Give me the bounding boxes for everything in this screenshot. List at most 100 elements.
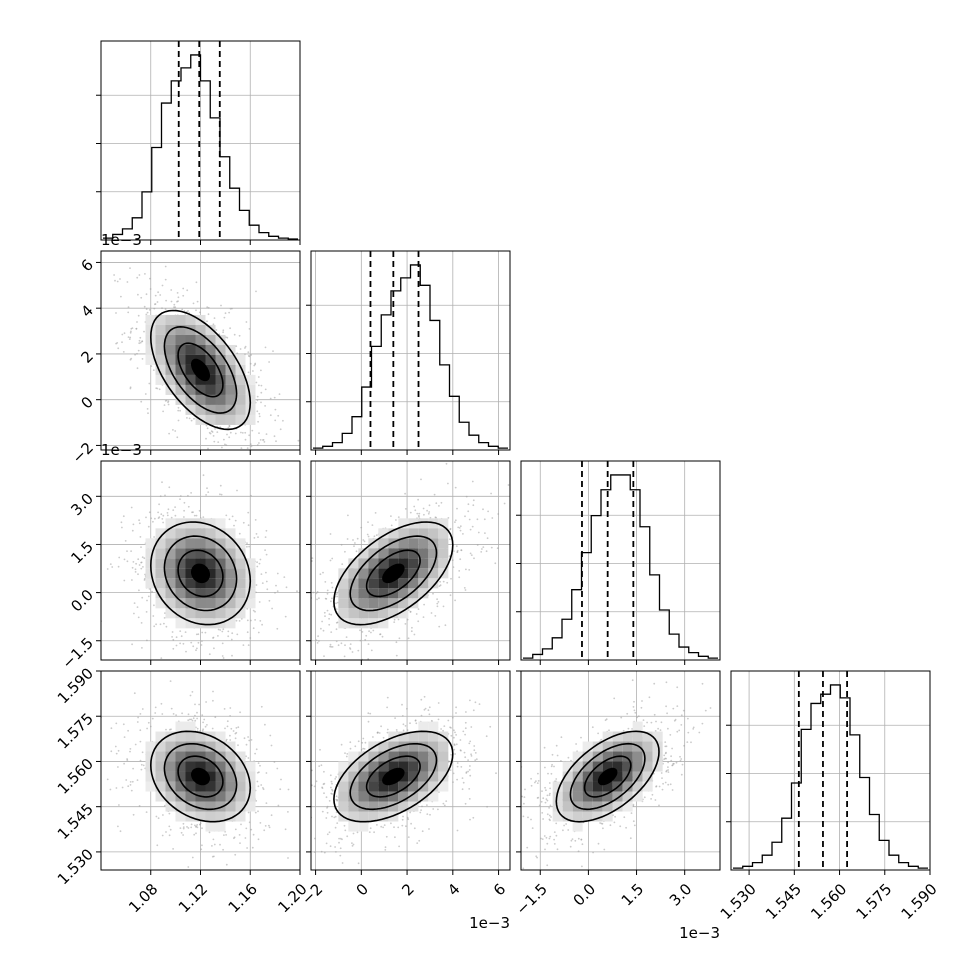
sample-point xyxy=(410,822,412,825)
sample-point xyxy=(230,727,233,730)
sample-point xyxy=(199,822,202,824)
sample-point xyxy=(246,847,249,849)
sample-point xyxy=(340,543,343,546)
density-cell xyxy=(155,548,166,559)
sample-point xyxy=(123,558,126,561)
density-cell xyxy=(205,598,216,609)
sample-point xyxy=(219,484,222,487)
sample-point xyxy=(453,736,455,739)
sample-point xyxy=(121,786,124,789)
sample-point xyxy=(438,505,440,507)
sample-point xyxy=(255,748,258,751)
sample-point xyxy=(305,568,307,570)
sample-point xyxy=(206,320,208,323)
y-tick-label: 1.545 xyxy=(54,800,97,843)
panel-content xyxy=(99,671,300,870)
sample-point xyxy=(459,739,462,741)
density-cell xyxy=(195,538,206,549)
sample-point xyxy=(411,626,413,629)
sample-point xyxy=(465,495,468,498)
sample-point xyxy=(249,443,252,445)
density-cell xyxy=(205,821,216,832)
density-cell xyxy=(245,404,256,415)
sample-point xyxy=(460,549,463,552)
sample-point xyxy=(222,329,225,332)
sample-point xyxy=(309,619,311,621)
sample-point xyxy=(217,635,219,637)
sample-point xyxy=(224,312,227,315)
sample-point xyxy=(163,617,166,619)
sample-point xyxy=(240,447,243,449)
sample-point xyxy=(133,612,135,615)
sample-point xyxy=(368,630,370,633)
sample-point xyxy=(372,629,375,632)
sample-point xyxy=(473,745,476,747)
sample-point xyxy=(285,586,288,589)
density-cell xyxy=(225,414,236,425)
sample-point xyxy=(240,431,242,434)
sample-point xyxy=(174,306,177,309)
sample-point xyxy=(236,489,238,492)
sample-point xyxy=(207,306,210,309)
sample-point xyxy=(245,500,247,502)
density-cell xyxy=(175,558,186,569)
density-cell xyxy=(165,334,176,345)
density-cell xyxy=(205,751,216,762)
sample-point xyxy=(187,719,190,722)
y-tick-label: 2 xyxy=(78,347,97,366)
sample-point xyxy=(113,274,115,276)
sample-point xyxy=(367,521,369,523)
hist-panel-2 xyxy=(520,460,721,661)
sample-point xyxy=(284,828,287,831)
density-cell xyxy=(205,394,216,405)
sample-point xyxy=(195,309,197,312)
sample-point xyxy=(474,701,477,704)
density-cell xyxy=(195,528,206,539)
density-cell xyxy=(428,558,439,569)
sample-point xyxy=(179,409,182,412)
density-cell xyxy=(145,314,156,325)
density-cell xyxy=(368,588,379,599)
sample-point xyxy=(302,812,304,814)
sample-point xyxy=(183,509,186,512)
sample-point xyxy=(167,401,169,404)
density-cell xyxy=(408,578,419,589)
density-cell xyxy=(195,404,206,415)
sample-point xyxy=(206,306,209,309)
sample-point xyxy=(170,300,173,303)
x-tick-label: 1.545 xyxy=(762,880,805,923)
sample-point xyxy=(277,804,280,807)
density-cell xyxy=(195,394,206,405)
sample-point xyxy=(276,627,279,630)
sample-point xyxy=(378,732,381,734)
density-cell xyxy=(175,608,186,619)
density-cell xyxy=(195,598,206,609)
sample-point xyxy=(203,718,206,721)
density-cell xyxy=(185,801,196,812)
sample-point xyxy=(212,323,215,326)
sample-point xyxy=(129,750,131,753)
sample-point xyxy=(414,509,417,512)
sample-point xyxy=(115,722,118,725)
sample-point xyxy=(171,631,174,633)
sample-point xyxy=(220,304,222,307)
sample-point xyxy=(99,704,101,706)
sample-point xyxy=(268,361,270,363)
sample-point xyxy=(246,542,248,544)
sample-point xyxy=(245,755,248,758)
sample-point xyxy=(273,761,276,763)
sample-point xyxy=(376,824,378,826)
sample-point xyxy=(464,802,467,805)
sample-point xyxy=(288,833,290,835)
sample-point xyxy=(452,566,455,568)
sample-point xyxy=(197,633,200,636)
sample-point xyxy=(258,562,261,565)
sample-point xyxy=(293,455,295,457)
sample-point xyxy=(164,278,167,281)
density-cell xyxy=(165,588,176,599)
sample-point xyxy=(160,513,163,516)
sample-point xyxy=(472,504,475,507)
sample-point xyxy=(450,577,452,580)
sample-point xyxy=(341,862,344,864)
density-cell xyxy=(145,538,156,549)
